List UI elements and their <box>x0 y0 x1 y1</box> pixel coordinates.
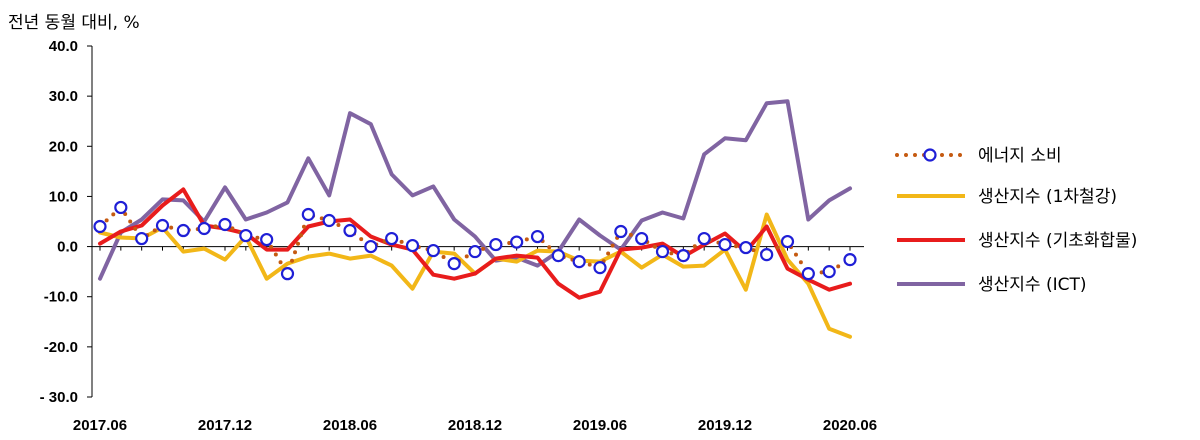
energy-consumption-point <box>301 207 315 222</box>
x-tick-label: 2017.06 <box>73 417 127 434</box>
x-tick-label: 2018.06 <box>323 417 377 434</box>
legend-label: 에너지 소비 <box>978 146 1062 166</box>
energy-consumption-point <box>197 221 211 236</box>
legend-label: 생산지수 (기초화합물) <box>978 231 1137 251</box>
x-tick-label: 2018.12 <box>448 417 502 434</box>
energy-consumption-point <box>322 213 336 228</box>
energy-consumption-point <box>614 224 628 239</box>
energy-consumption-point <box>385 231 399 246</box>
y-tick-label: 20.0 <box>49 138 78 155</box>
y-tick-label: 30.0 <box>49 88 78 105</box>
series-layer <box>93 99 857 339</box>
y-tick-label: 40.0 <box>49 38 78 55</box>
energy-consumption-point <box>676 248 690 263</box>
energy-consumption-point <box>530 229 545 244</box>
energy-consumption-point <box>655 244 670 259</box>
energy-consumption-point <box>801 267 815 281</box>
series-0 <box>93 200 857 281</box>
energy-consumption-point <box>843 253 857 267</box>
energy-consumption-point <box>239 228 253 243</box>
energy-consumption-point <box>135 231 149 246</box>
legend-label: 생산지수 (ICT) <box>978 275 1087 295</box>
legend-item: 에너지 소비 <box>895 146 1062 166</box>
x-tick-label: 2019.12 <box>698 417 752 434</box>
y-tick-label: 10.0 <box>49 188 78 205</box>
energy-consumption-point <box>635 231 649 246</box>
x-tick-label: 2020.06 <box>823 417 877 434</box>
axes: 40.0 30.0 20.0 10.0 0.0 -10.0 -20.0 - 30.0 2017.… <box>40 38 877 434</box>
energy-consumption-point <box>176 223 190 238</box>
energy-consumption-point <box>510 235 524 249</box>
series-line <box>98 99 852 281</box>
energy-consumption-point <box>447 257 461 271</box>
y-tick-label: - 30.0 <box>40 389 78 406</box>
energy-consumption-point <box>468 244 482 259</box>
x-tick-label: 2019.06 <box>573 417 627 434</box>
energy-consumption-point <box>822 265 836 279</box>
legend-item: 생산지수 (기초화합물) <box>897 231 1137 251</box>
y-tick-label: -20.0 <box>44 339 78 356</box>
energy-consumption-point <box>739 240 753 255</box>
energy-consumption-point <box>93 219 107 234</box>
legend-item: 생산지수 (1차철강) <box>897 187 1117 207</box>
energy-consumption-point <box>572 255 586 269</box>
energy-consumption-point <box>280 267 295 281</box>
energy-consumption-point <box>593 261 607 275</box>
energy-consumption-point <box>718 237 732 252</box>
energy-consumption-point <box>260 232 274 247</box>
energy-consumption-point <box>218 217 232 232</box>
legend-label: 생산지수 (1차철강) <box>978 187 1117 207</box>
y-tick-label: -10.0 <box>44 289 78 306</box>
legend-swatch-marker <box>923 148 937 162</box>
energy-consumption-point <box>697 231 711 246</box>
y-tick-label: 0.0 <box>57 239 78 256</box>
energy-consumption-point <box>114 200 128 215</box>
energy-consumption-point <box>155 218 170 233</box>
energy-consumption-point <box>551 248 565 263</box>
energy-consumption-point <box>343 223 357 238</box>
x-tick-label: 2017.12 <box>198 417 252 434</box>
legend-item: 생산지수 (ICT) <box>897 275 1087 295</box>
energy-consumption-point <box>780 234 795 249</box>
energy-consumption-point <box>405 238 420 253</box>
y-axis-unit-label: 전년 동월 대비, % <box>8 13 140 33</box>
energy-consumption-point <box>364 239 378 254</box>
energy-consumption-point <box>760 247 774 262</box>
energy-consumption-line <box>98 204 852 279</box>
series-3 <box>98 99 852 281</box>
energy-consumption-point <box>426 243 440 258</box>
energy-consumption-point <box>489 237 503 252</box>
